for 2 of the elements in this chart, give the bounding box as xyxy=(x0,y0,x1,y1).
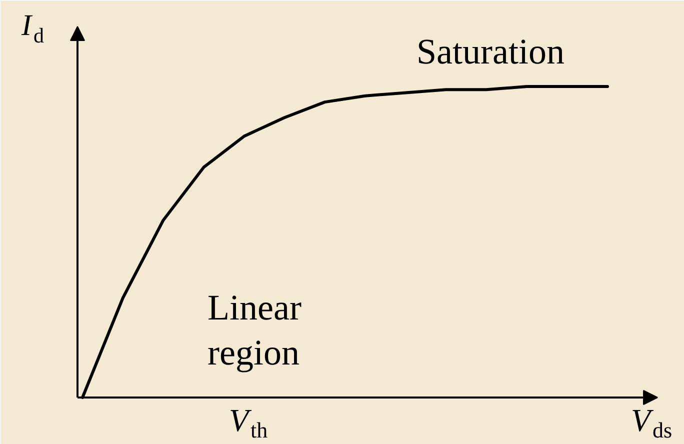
annotation: Linear region xyxy=(208,288,302,372)
text: Saturation xyxy=(416,32,564,72)
